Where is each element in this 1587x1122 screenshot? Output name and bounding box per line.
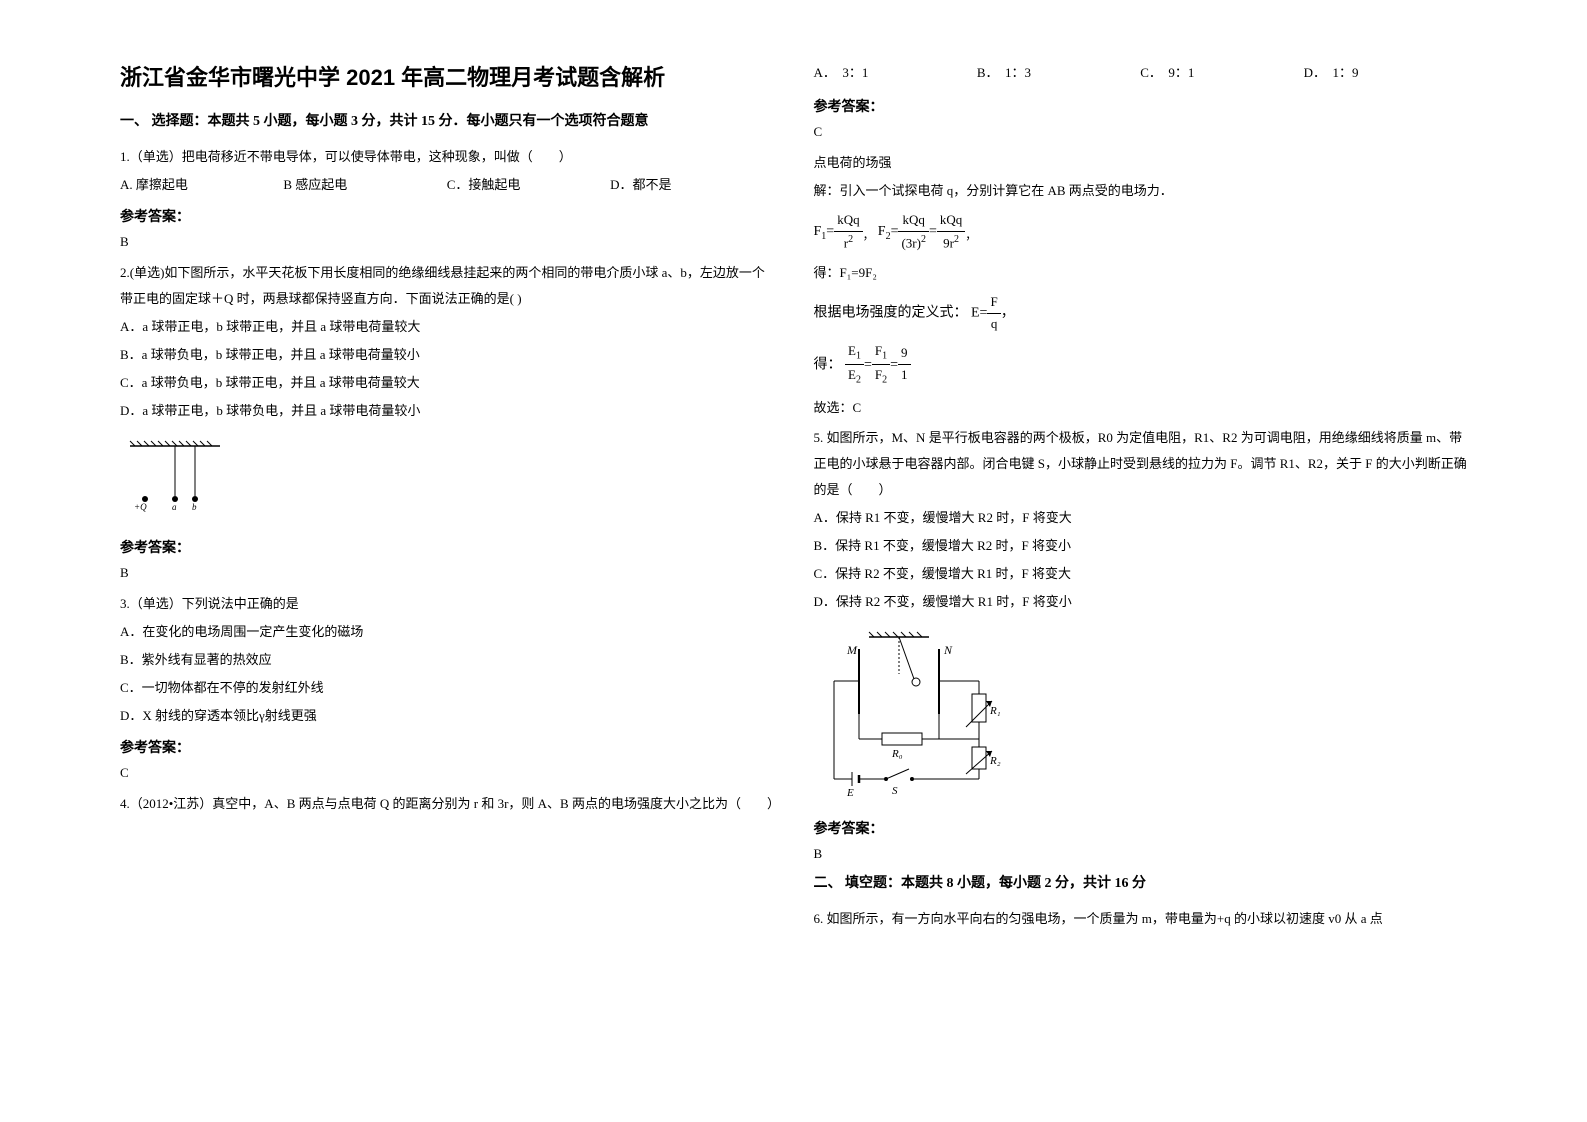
q2-answer: B [120,565,774,581]
q3-opt-b: B．紫外线有显著的热效应 [120,647,774,673]
q2-opt-d: D．a 球带正电，b 球带负电，并且 a 球带电荷量较小 [120,398,774,424]
svg-text:S: S [892,785,898,797]
q5-opt-b: B．保持 R1 不变，缓慢增大 R2 时，F 将变小 [814,533,1468,559]
q2-diagram: +Q a b [120,438,774,523]
left-column: 浙江省金华市曙光中学 2021 年高二物理月考试题含解析 一、 选择题：本题共 … [100,60,794,1062]
question-1: 1.（单选）把电荷移近不带电导体，可以使导体带电，这种现象，叫做（ ） A. 摩… [120,144,774,198]
q2-stem: 2.(单选)如下图所示，水平天花板下用长度相同的绝缘细线悬挂起来的两个相同的带电… [120,260,774,312]
q4-opt-a: A． 3：1 [814,60,977,86]
q5-diagram: M N R₁ R₀ R₂ [814,629,1468,804]
q3-stem: 3.（单选）下列说法中正确的是 [120,591,774,617]
svg-text:M: M [846,643,858,657]
svg-text:+Q: +Q [134,502,147,512]
svg-text:b: b [192,502,197,512]
q2-opt-b: B．a 球带负电，b 球带正电，并且 a 球带电荷量较小 [120,342,774,368]
question-6: 6. 如图所示，有一方向水平向右的匀强电场，一个质量为 m，带电量为+q 的小球… [814,906,1468,932]
q4-options: A． 3：1 B． 1：3 C． 9：1 D． 1：9 [814,60,1468,86]
answer-label: 参考答案： [120,737,774,757]
q4-expl-l1: 解：引入一个试探电荷 q，分别计算它在 AB 两点受的电场力． [814,178,1468,204]
svg-text:R₀: R₀ [891,748,903,760]
q5-opt-d: D．保持 R2 不变，缓慢增大 R1 时，F 将变小 [814,589,1468,615]
q1-answer: B [120,234,774,250]
q3-opt-c: C．一切物体都在不停的发射红外线 [120,675,774,701]
svg-text:N: N [943,643,953,657]
q4-answer: C [814,124,1468,140]
question-3: 3.（单选）下列说法中正确的是 A．在变化的电场周围一定产生变化的磁场 B．紫外… [120,591,774,729]
svg-text:a: a [172,502,177,512]
q4-opt-b: B． 1：3 [977,60,1140,86]
pendulum-diagram-svg: +Q a b [120,438,230,518]
q4-explanation: 点电荷的场强 解：引入一个试探电荷 q，分别计算它在 AB 两点受的电场力． F… [814,150,1468,421]
q5-opt-a: A．保持 R1 不变，缓慢增大 R2 时，F 将变大 [814,505,1468,531]
q4-formula-2: 根据电场强度的定义式： E=Fq， [814,292,1468,335]
q4-opt-c: C． 9：1 [1140,60,1303,86]
q4-opt-d: D． 1：9 [1304,60,1467,86]
question-5: 5. 如图所示，M、N 是平行板电容器的两个极板，R0 为定值电阻，R1、R2 … [814,425,1468,615]
q5-answer: B [814,846,1468,862]
q1-opt-d: D．都不是 [610,172,773,198]
q3-opt-d: D．X 射线的穿透本领比γ射线更强 [120,703,774,729]
q1-opt-a: A. 摩擦起电 [120,172,283,198]
q1-opt-b: B 感应起电 [283,172,446,198]
q3-answer: C [120,765,774,781]
q4-expl-l4: 得： [814,357,842,372]
section-1-title: 一、 选择题：本题共 5 小题，每小题 3 分，共计 15 分．每小题只有一个选… [120,110,774,130]
section-2-title: 二、 填空题：本题共 8 小题，每小题 2 分，共计 16 分 [814,872,1468,892]
circuit-diagram-svg: M N R₁ R₀ R₂ [814,629,1014,799]
q4-stem: 4.（2012•江苏）真空中，A、B 两点与点电荷 Q 的距离分别为 r 和 3… [120,791,774,817]
question-4: 4.（2012•江苏）真空中，A、B 两点与点电荷 Q 的距离分别为 r 和 3… [120,791,774,817]
page-title: 浙江省金华市曙光中学 2021 年高二物理月考试题含解析 [120,60,774,92]
answer-label: 参考答案： [120,537,774,557]
q4-expl-l3: 根据电场强度的定义式： [814,305,968,320]
q1-opt-c: C．接触起电 [447,172,610,198]
answer-label: 参考答案： [120,206,774,226]
q1-options: A. 摩擦起电 B 感应起电 C．接触起电 D．都不是 [120,172,774,198]
q6-stem: 6. 如图所示，有一方向水平向右的匀强电场，一个质量为 m，带电量为+q 的小球… [814,906,1468,932]
q4-expl-title: 点电荷的场强 [814,150,1468,176]
answer-label: 参考答案： [814,818,1468,838]
svg-text:R₁: R₁ [989,705,1001,717]
q4-formula-1: F1=kQqr2， F2=kQq(3r)2=kQq9r2， [814,210,1468,254]
q2-opt-a: A．a 球带正电，b 球带正电，并且 a 球带电荷量较大 [120,314,774,340]
q4-formula-3: 得： E1E2=F1F2=91 [814,341,1468,389]
q4-expl-l5: 故选：C [814,395,1468,421]
question-2: 2.(单选)如下图所示，水平天花板下用长度相同的绝缘细线悬挂起来的两个相同的带电… [120,260,774,424]
q2-opt-c: C．a 球带负电，b 球带正电，并且 a 球带电荷量较大 [120,370,774,396]
q3-opt-a: A．在变化的电场周围一定产生变化的磁场 [120,619,774,645]
answer-label: 参考答案： [814,96,1468,116]
q5-opt-c: C．保持 R2 不变，缓慢增大 R1 时，F 将变大 [814,561,1468,587]
q4-expl-l2: 得：F₁=9F₂ [814,260,1468,286]
q1-stem: 1.（单选）把电荷移近不带电导体，可以使导体带电，这种现象，叫做（ ） [120,144,774,170]
right-column: A． 3：1 B． 1：3 C． 9：1 D． 1：9 参考答案： C 点电荷的… [794,60,1488,1062]
q5-stem: 5. 如图所示，M、N 是平行板电容器的两个极板，R0 为定值电阻，R1、R2 … [814,425,1468,503]
svg-text:R₂: R₂ [989,755,1001,767]
svg-text:E: E [846,787,854,799]
